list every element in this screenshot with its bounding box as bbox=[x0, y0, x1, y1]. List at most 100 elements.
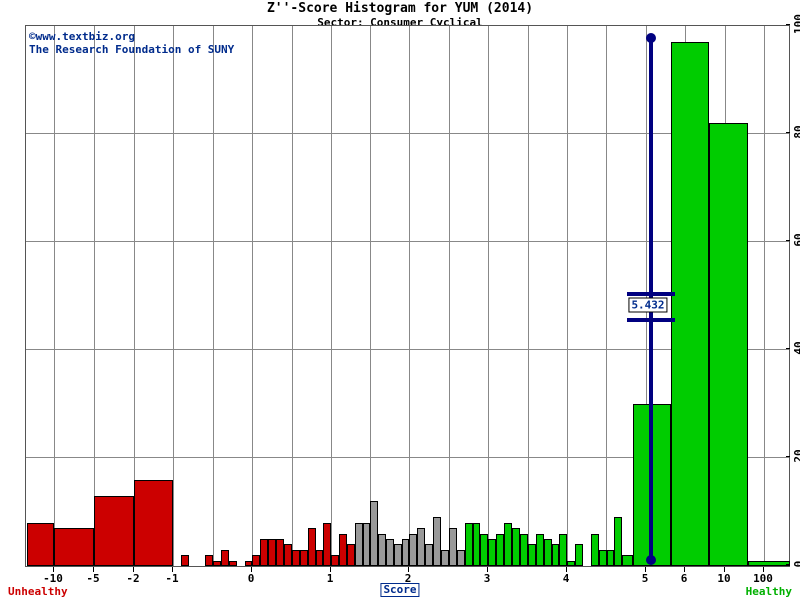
grid-line-vertical bbox=[54, 26, 55, 566]
plot-area bbox=[25, 25, 790, 567]
x-tick-mark bbox=[330, 567, 331, 572]
y-tick-label: 20 bbox=[792, 449, 800, 463]
score-marker-dot-top bbox=[646, 33, 656, 43]
x-tick-label: 3 bbox=[483, 572, 491, 585]
histogram-bar bbox=[528, 544, 536, 566]
grid-line-vertical bbox=[606, 26, 607, 566]
score-marker-dot-bottom bbox=[646, 555, 656, 565]
histogram-bar bbox=[363, 522, 370, 566]
credit-text: ©www.textbiz.org The Research Foundation… bbox=[29, 30, 234, 56]
x-tick-label: -10 bbox=[43, 572, 63, 585]
histogram-bar bbox=[54, 528, 94, 566]
histogram-bar bbox=[417, 528, 425, 566]
histogram-bar bbox=[134, 479, 173, 566]
y-tick-label: 60 bbox=[792, 233, 800, 247]
histogram-bar bbox=[567, 560, 575, 566]
credit-line-2: The Research Foundation of SUNY bbox=[29, 43, 235, 56]
histogram-bar bbox=[221, 549, 229, 566]
histogram-bar bbox=[276, 539, 284, 566]
histogram-bar bbox=[504, 522, 512, 566]
histogram-bar bbox=[544, 539, 552, 566]
histogram-bar bbox=[622, 555, 633, 566]
unhealthy-label: Unhealthy bbox=[8, 585, 68, 598]
x-tick-mark bbox=[645, 567, 646, 572]
grid-line-vertical bbox=[213, 26, 214, 566]
grid-line-vertical bbox=[528, 26, 529, 566]
grid-line-vertical bbox=[646, 26, 647, 566]
histogram-bar bbox=[473, 522, 480, 566]
chart-title: Z''-Score Histogram for YUM (2014) bbox=[266, 1, 534, 16]
x-tick-label: 10 bbox=[717, 572, 731, 585]
x-tick-mark bbox=[487, 567, 488, 572]
histogram-bar bbox=[520, 533, 528, 566]
histogram-bar bbox=[292, 549, 300, 566]
y-tick-label: 100 bbox=[792, 14, 800, 34]
y-tick-label: 40 bbox=[792, 341, 800, 355]
histogram-bar bbox=[27, 522, 54, 566]
y-tick-mark bbox=[786, 564, 790, 565]
histogram-bar bbox=[323, 522, 331, 566]
y-tick-mark bbox=[786, 456, 790, 457]
histogram-bar bbox=[441, 549, 449, 566]
y-tick-mark bbox=[786, 240, 790, 241]
histogram-bar bbox=[300, 549, 308, 566]
histogram-bar bbox=[402, 539, 409, 566]
histogram-bar bbox=[229, 560, 237, 566]
histogram-bar bbox=[433, 517, 441, 566]
credit-line-1: ©www.textbiz.org bbox=[29, 30, 135, 43]
histogram-bar bbox=[599, 549, 607, 566]
histogram-bar bbox=[370, 501, 378, 566]
histogram-bar bbox=[205, 555, 213, 566]
x-tick-label: -2 bbox=[126, 572, 140, 585]
grid-line-vertical bbox=[764, 26, 765, 566]
x-tick-label: 0 bbox=[247, 572, 255, 585]
grid-line-vertical bbox=[252, 26, 253, 566]
grid-line-vertical bbox=[94, 26, 95, 566]
x-tick-label: -1 bbox=[165, 572, 179, 585]
histogram-bar bbox=[536, 533, 544, 566]
y-tick-mark bbox=[786, 132, 790, 133]
histogram-bar bbox=[409, 533, 417, 566]
histogram-bar bbox=[355, 522, 363, 566]
x-tick-mark bbox=[133, 567, 134, 572]
x-tick-mark bbox=[53, 567, 54, 572]
histogram-bar bbox=[575, 544, 583, 566]
histogram-bar bbox=[607, 549, 614, 566]
x-tick-label: 2 bbox=[404, 572, 412, 585]
y-tick-mark bbox=[786, 24, 790, 25]
histogram-bar bbox=[260, 539, 268, 566]
histogram-bar bbox=[552, 544, 559, 566]
x-tick-mark bbox=[763, 567, 764, 572]
histogram-bar bbox=[308, 528, 316, 566]
histogram-bar bbox=[591, 533, 599, 566]
grid-line-vertical bbox=[488, 26, 489, 566]
x-tick-mark bbox=[251, 567, 252, 572]
x-tick-label: 4 bbox=[562, 572, 570, 585]
histogram-bar bbox=[496, 533, 504, 566]
grid-line-vertical bbox=[567, 26, 568, 566]
x-tick-mark bbox=[172, 567, 173, 572]
histogram-bar bbox=[480, 533, 488, 566]
grid-line-horizontal bbox=[26, 349, 789, 350]
x-tick-label: 6 bbox=[680, 572, 688, 585]
x-tick-label: -5 bbox=[86, 572, 100, 585]
histogram-bar bbox=[339, 533, 347, 566]
histogram-bar bbox=[252, 555, 260, 566]
x-tick-mark bbox=[684, 567, 685, 572]
histogram-bar bbox=[449, 528, 457, 566]
healthy-label: Healthy bbox=[745, 585, 792, 598]
histogram-bar bbox=[457, 549, 465, 566]
histogram-bar bbox=[386, 539, 394, 566]
x-tick-label: 100 bbox=[753, 572, 773, 585]
score-marker-cap-bottom bbox=[627, 318, 675, 322]
histogram-bar bbox=[316, 549, 323, 566]
histogram-bar bbox=[559, 533, 567, 566]
y-tick-label: 0 bbox=[792, 560, 800, 568]
histogram-bar bbox=[465, 522, 473, 566]
x-tick-mark bbox=[566, 567, 567, 572]
grid-line-vertical bbox=[134, 26, 135, 566]
histogram-bar bbox=[94, 495, 134, 566]
grid-line-vertical bbox=[331, 26, 332, 566]
grid-line-vertical bbox=[370, 26, 371, 566]
grid-line-vertical bbox=[409, 26, 410, 566]
